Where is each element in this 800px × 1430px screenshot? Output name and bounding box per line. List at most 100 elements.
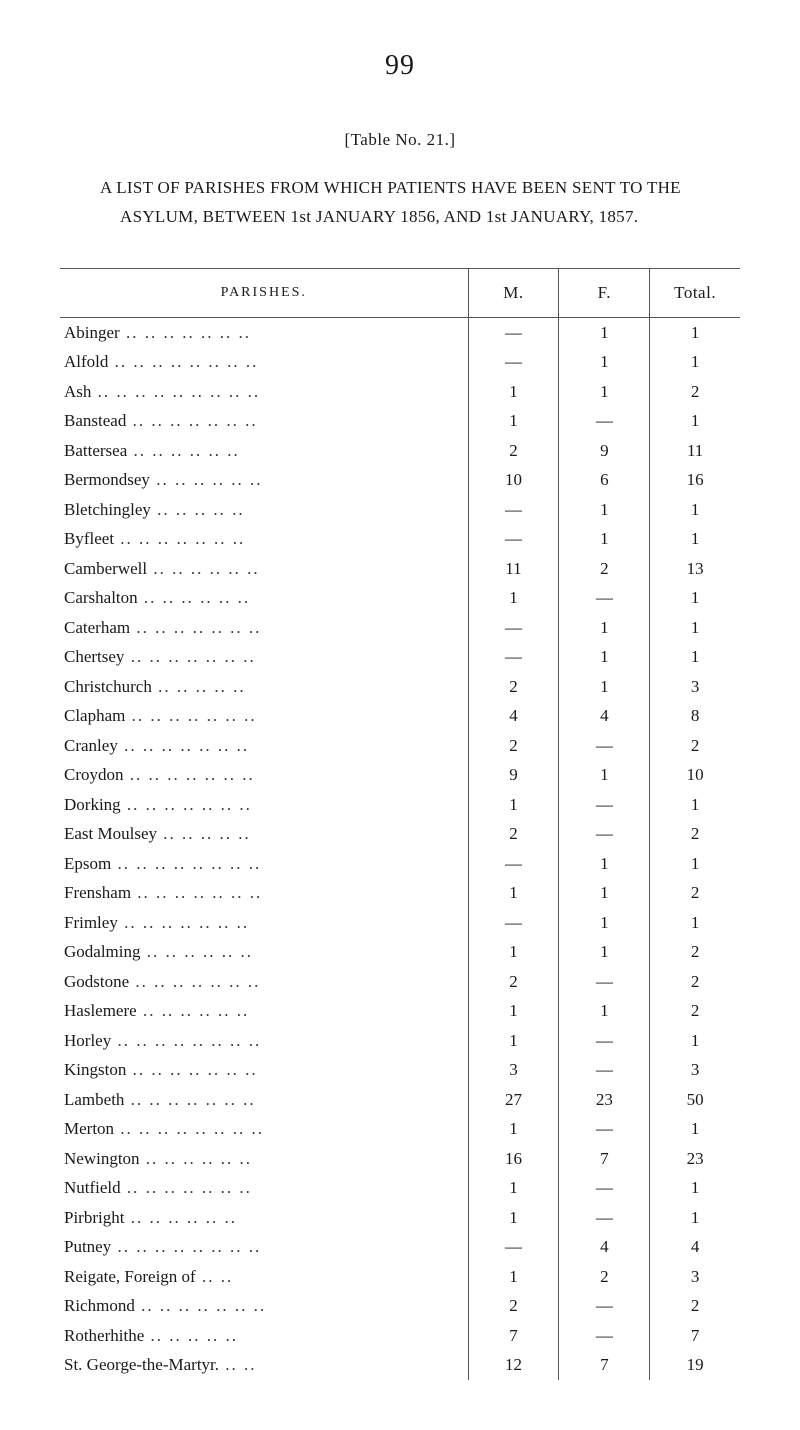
parish-name: Newington: [64, 1149, 140, 1168]
parish-name: Lambeth: [64, 1090, 124, 1109]
parish-name-cell: Lambeth .. .. .. .. .. .. ..: [60, 1085, 468, 1115]
dot-leader: .. .. .. .. .. .. ..: [135, 1296, 266, 1315]
table-row: Byfleet .. .. .. .. .. .. ..—11: [60, 524, 740, 554]
cell-t: 1: [650, 495, 740, 525]
parish-name-cell: Alfold .. .. .. .. .. .. .. ..: [60, 347, 468, 377]
cell-t: 1: [650, 849, 740, 879]
parish-name-cell: Godstone .. .. .. .. .. .. ..: [60, 967, 468, 997]
dot-leader: .. .. .. .. .. .. ..: [118, 913, 249, 932]
table-row: Pirbright .. .. .. .. .. ..1—1: [60, 1203, 740, 1233]
table-row: Putney .. .. .. .. .. .. .. ..—44: [60, 1232, 740, 1262]
table-row: Frensham .. .. .. .. .. .. ..112: [60, 878, 740, 908]
parish-table: PARISHES. M. F. Total. Abinger .. .. .. …: [60, 269, 740, 1380]
table-row: Epsom .. .. .. .. .. .. .. ..—11: [60, 849, 740, 879]
parish-name: Ash: [64, 382, 91, 401]
cell-f: 1: [559, 613, 650, 643]
em-dash: —: [594, 792, 614, 818]
parish-name: Banstead: [64, 411, 126, 430]
parish-name-cell: Nutfield .. .. .. .. .. .. ..: [60, 1173, 468, 1203]
parish-name: Frimley: [64, 913, 118, 932]
dot-leader: .. ..: [219, 1355, 257, 1374]
table-row: Ash .. .. .. .. .. .. .. .. ..112: [60, 377, 740, 407]
dot-leader: .. .. .. .. ..: [144, 1326, 238, 1345]
cell-f: 1: [559, 849, 650, 879]
dot-leader: .. .. .. .. .. .. ..: [124, 765, 255, 784]
document-title: A LIST OF PARISHES FROM WHICH PATIENTS H…: [100, 174, 720, 232]
cell-f: 1: [559, 495, 650, 525]
parish-name: Pirbright: [64, 1208, 124, 1227]
parish-name: Battersea: [64, 441, 127, 460]
em-dash: —: [503, 320, 523, 346]
parish-name-cell: Abinger .. .. .. .. .. .. ..: [60, 317, 468, 347]
cell-m: —: [468, 495, 559, 525]
parish-name-cell: Byfleet .. .. .. .. .. .. ..: [60, 524, 468, 554]
cell-f: 1: [559, 377, 650, 407]
em-dash: —: [594, 1057, 614, 1083]
page-number: 99: [60, 50, 740, 82]
dot-leader: .. .. .. .. .. ..: [140, 1149, 253, 1168]
cell-f: 1: [559, 760, 650, 790]
cell-t: 1: [650, 1203, 740, 1233]
dot-leader: .. .. .. .. .. .. ..: [120, 323, 251, 342]
cell-f: —: [559, 406, 650, 436]
parish-name-cell: Haslemere .. .. .. .. .. ..: [60, 996, 468, 1026]
cell-f: —: [559, 1291, 650, 1321]
table-row: Bermondsey .. .. .. .. .. ..10616: [60, 465, 740, 495]
cell-t: 2: [650, 967, 740, 997]
cell-t: 1: [650, 583, 740, 613]
cell-f: —: [559, 1026, 650, 1056]
parish-name-cell: Richmond .. .. .. .. .. .. ..: [60, 1291, 468, 1321]
table-row: Godalming .. .. .. .. .. ..112: [60, 937, 740, 967]
cell-f: —: [559, 1321, 650, 1351]
dot-leader: .. .. .. .. .. .. ..: [121, 1178, 252, 1197]
em-dash: —: [594, 408, 614, 434]
cell-m: 1: [468, 996, 559, 1026]
parish-name: Clapham: [64, 706, 125, 725]
parish-name-cell: Frensham .. .. .. .. .. .. ..: [60, 878, 468, 908]
cell-f: 1: [559, 878, 650, 908]
cell-f: 1: [559, 347, 650, 377]
cell-m: 1: [468, 377, 559, 407]
parish-name: East Moulsey: [64, 824, 157, 843]
parish-name-cell: Godalming .. .. .. .. .. ..: [60, 937, 468, 967]
em-dash: —: [594, 1205, 614, 1231]
table-row: Banstead .. .. .. .. .. .. ..1—1: [60, 406, 740, 436]
cell-m: 1: [468, 406, 559, 436]
parish-name: Reigate, Foreign of: [64, 1267, 196, 1286]
cell-m: 1: [468, 937, 559, 967]
cell-m: 1: [468, 790, 559, 820]
cell-f: 2: [559, 1262, 650, 1292]
dot-leader: .. .. .. .. .. ..: [147, 559, 260, 578]
table-header-row: PARISHES. M. F. Total.: [60, 269, 740, 318]
cell-m: 1: [468, 1262, 559, 1292]
cell-f: 1: [559, 672, 650, 702]
em-dash: —: [594, 1293, 614, 1319]
parish-name: Cranley: [64, 736, 118, 755]
cell-m: 10: [468, 465, 559, 495]
cell-t: 1: [650, 908, 740, 938]
cell-m: —: [468, 908, 559, 938]
cell-f: 4: [559, 1232, 650, 1262]
parish-name-cell: Camberwell .. .. .. .. .. ..: [60, 554, 468, 584]
em-dash: —: [503, 497, 523, 523]
dot-leader: .. .. .. .. .. .. ..: [126, 1060, 257, 1079]
table-row: Christchurch .. .. .. .. ..213: [60, 672, 740, 702]
table-row: Alfold .. .. .. .. .. .. .. ..—11: [60, 347, 740, 377]
table-row: Horley .. .. .. .. .. .. .. ..1—1: [60, 1026, 740, 1056]
cell-m: —: [468, 347, 559, 377]
dot-leader: .. .. .. .. .. .. .. ..: [111, 1031, 261, 1050]
parish-name-cell: Croydon .. .. .. .. .. .. ..: [60, 760, 468, 790]
parish-name-cell: Horley .. .. .. .. .. .. .. ..: [60, 1026, 468, 1056]
cell-t: 23: [650, 1144, 740, 1174]
dot-leader: .. .. .. .. .. ..: [141, 942, 254, 961]
parish-name: Nutfield: [64, 1178, 121, 1197]
cell-t: 7: [650, 1321, 740, 1351]
cell-m: —: [468, 1232, 559, 1262]
cell-m: 1: [468, 1173, 559, 1203]
col-header-parishes: PARISHES.: [60, 269, 468, 318]
dot-leader: .. .. .. .. .. .. ..: [129, 972, 260, 991]
col-header-total: Total.: [650, 269, 740, 318]
parish-name-cell: Christchurch .. .. .. .. ..: [60, 672, 468, 702]
dot-leader: .. .. .. .. ..: [152, 677, 246, 696]
cell-f: 7: [559, 1144, 650, 1174]
